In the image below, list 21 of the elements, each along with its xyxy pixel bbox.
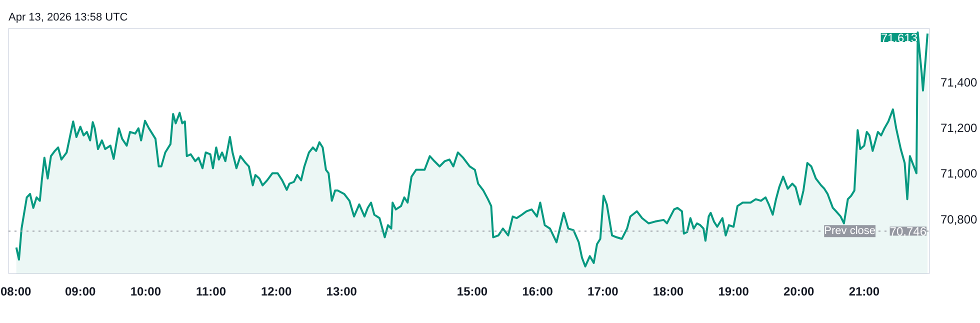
x-tick-label: 17:00 [588,284,619,298]
x-tick-label: 18:00 [652,284,684,298]
annotation: 71,613 [880,31,918,46]
y-tick-label: 71,200 [940,121,978,136]
x-tick-label: 20:00 [784,284,815,298]
x-tick-label: 12:00 [260,284,292,298]
y-tick-label: 71,400 [940,76,978,90]
x-tick-label: 16:00 [522,284,554,298]
x-tick-label: 13:00 [326,284,358,298]
x-tick-label: 19:00 [718,284,750,298]
y-tick-label: 71,000 [940,166,978,181]
x-tick-label: 08:00 [0,284,32,298]
x-tick-label: 21:00 [848,284,880,298]
x-tick-label: 09:00 [65,284,96,298]
y-tick-label: 70,800 [940,212,978,226]
chart-title: Apr 13, 2026 13:58 UTC [8,12,128,24]
x-tick-label: 10:00 [130,284,162,298]
annotation: 70,746 [890,224,927,239]
x-tick-label: 11:00 [196,284,226,298]
x-tick-label: 15:00 [456,284,488,298]
ref-line-label: Prev close [824,225,876,238]
